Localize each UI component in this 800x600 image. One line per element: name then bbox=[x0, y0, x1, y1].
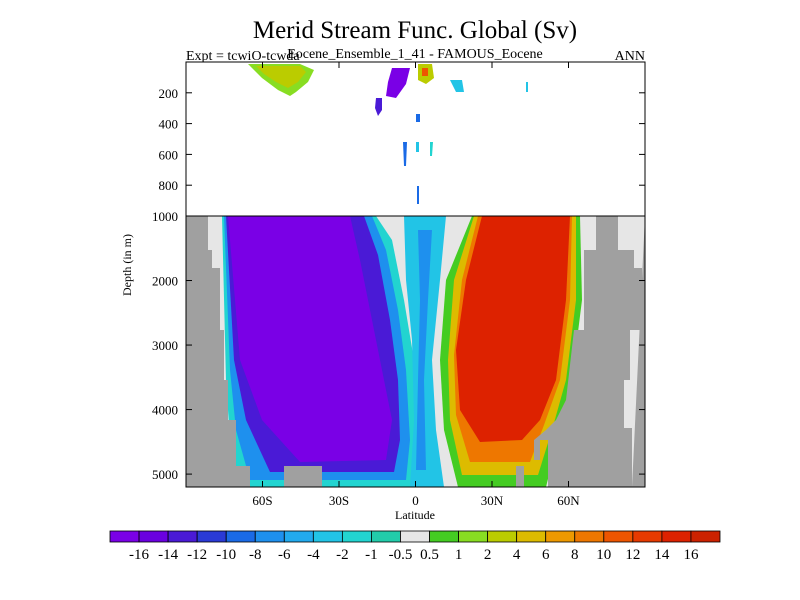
x-tick-label: 60S bbox=[252, 493, 272, 508]
colorbar-swatch bbox=[545, 530, 576, 543]
colorbar-swatch bbox=[312, 530, 343, 543]
feature-neg-core bbox=[386, 68, 410, 98]
y-tick-label: 2000 bbox=[152, 274, 178, 289]
y-tick-label: 3000 bbox=[152, 338, 178, 353]
colorbar-swatch bbox=[283, 530, 314, 543]
colorbar-swatch bbox=[516, 530, 547, 543]
y-tick-label: 400 bbox=[159, 117, 179, 132]
feature-cyan-stroke-1 bbox=[416, 142, 419, 152]
y-tick-label: 4000 bbox=[152, 403, 178, 418]
axes-layer: 60S 30S 0 30N 60N 200 400 600 800 1000 2000 3000 400… bbox=[152, 62, 645, 508]
upper-panel-field bbox=[248, 64, 528, 204]
colorbar-swatch bbox=[458, 530, 489, 543]
lower-panel-field bbox=[186, 216, 645, 487]
feature-cyan-dot bbox=[526, 82, 528, 92]
colorbar-swatch bbox=[429, 530, 459, 543]
feature-blue-stroke-1 bbox=[403, 142, 407, 166]
colorbar-label: -12 bbox=[187, 547, 207, 563]
x-tick-label: 30N bbox=[481, 493, 504, 508]
colorbar-label: 12 bbox=[625, 547, 640, 563]
land-northern-floor bbox=[516, 466, 524, 487]
x-tick-label: 0 bbox=[412, 493, 419, 508]
colorbar-label: 0.5 bbox=[420, 547, 439, 563]
colorbar-label: 10 bbox=[596, 547, 611, 563]
colorbar-label: 2 bbox=[484, 547, 492, 563]
contour-negative-core bbox=[228, 216, 392, 462]
feature-cyan-right bbox=[450, 80, 464, 92]
y-tick-label: 200 bbox=[159, 86, 179, 101]
colorbar-swatch bbox=[603, 530, 634, 543]
colorbar-label: -16 bbox=[129, 547, 149, 563]
colorbar-label: -1 bbox=[365, 547, 378, 563]
feature-cyan-stroke-2 bbox=[430, 142, 433, 156]
colorbar-swatch bbox=[167, 530, 198, 543]
colorbar-label: 1 bbox=[455, 547, 463, 563]
land-northern bbox=[534, 216, 645, 487]
chart-title: Merid Stream Func. Global (Sv) bbox=[253, 17, 577, 44]
feature-pos-hot bbox=[422, 68, 428, 76]
y-tick-label: 1000 bbox=[152, 209, 178, 224]
colorbar-swatch bbox=[109, 530, 140, 543]
colorbar-label: -6 bbox=[278, 547, 291, 563]
colorbar-label: 4 bbox=[513, 547, 521, 563]
feature-southern-patch-edge bbox=[256, 66, 306, 88]
colorbar: -16 -14 -12 -10 -8 -6 -4 -2 -1 -0.5 0.5 1 2 4 6 8 10 12 14… bbox=[109, 530, 721, 563]
colorbar-swatch bbox=[225, 530, 256, 543]
colorbar-swatch bbox=[371, 530, 401, 543]
colorbar-label: 16 bbox=[683, 547, 699, 563]
x-axis-label: Latitude bbox=[395, 508, 435, 522]
colorbar-label: 8 bbox=[571, 547, 579, 563]
colorbar-swatch bbox=[690, 530, 721, 543]
colorbar-swatch bbox=[574, 530, 605, 543]
colorbar-label: 14 bbox=[654, 547, 670, 563]
colorbar-swatch bbox=[661, 530, 692, 543]
colorbar-swatch bbox=[254, 530, 285, 543]
colorbar-label: 6 bbox=[542, 547, 550, 563]
x-tick-label: 60N bbox=[557, 493, 580, 508]
contour-equatorial-core bbox=[416, 230, 432, 470]
y-tick-label: 800 bbox=[159, 178, 179, 193]
feature-neg-drop bbox=[375, 98, 382, 116]
y-axis-label: Depth (in m) bbox=[120, 234, 134, 296]
colorbar-swatch bbox=[632, 530, 663, 543]
colorbar-swatch bbox=[341, 530, 372, 543]
subtitle-center: Eocene_Ensemble_1_41 - FAMOUS_Eocene bbox=[287, 47, 543, 62]
y-tick-label: 600 bbox=[159, 147, 179, 162]
land-southern-floor bbox=[284, 466, 322, 487]
colorbar-swatch bbox=[138, 530, 169, 543]
feature-blue-stroke-2 bbox=[417, 186, 419, 204]
colorbar-label: -2 bbox=[336, 547, 349, 563]
subtitle-left: Expt = tcwiO-tcwda bbox=[186, 49, 300, 64]
colorbar-label: -10 bbox=[216, 547, 236, 563]
x-tick-label: 30S bbox=[329, 493, 349, 508]
contour-positive-core bbox=[456, 216, 570, 442]
colorbar-swatch bbox=[400, 530, 430, 543]
colorbar-swatch bbox=[487, 530, 518, 543]
subtitle-right: ANN bbox=[615, 49, 645, 64]
y-tick-label: 5000 bbox=[152, 467, 178, 482]
colorbar-label: -4 bbox=[307, 547, 320, 563]
colorbar-label: -8 bbox=[249, 547, 262, 563]
land-southern bbox=[186, 216, 250, 487]
colorbar-swatch bbox=[196, 530, 227, 543]
plot-area-upper bbox=[186, 62, 645, 216]
colorbar-label: -0.5 bbox=[389, 547, 413, 563]
feature-blue-dot-1 bbox=[416, 114, 420, 122]
colorbar-label: -14 bbox=[158, 547, 178, 563]
